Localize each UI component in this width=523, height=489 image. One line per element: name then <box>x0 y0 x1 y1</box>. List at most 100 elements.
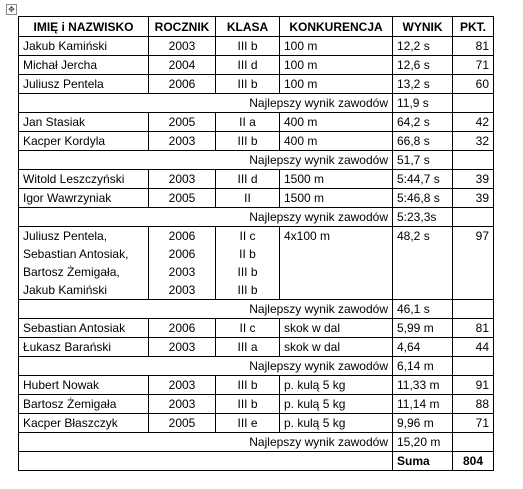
athlete-name: Kacper Błaszczyk <box>18 413 149 433</box>
event-name: 400 m <box>279 131 393 151</box>
school-class: II <box>215 188 280 208</box>
best-result-points-empty <box>452 356 494 376</box>
best-result-value: 15,20 m <box>392 432 453 452</box>
total-row: Suma 804 <box>18 451 494 471</box>
header-event: KONKURENCJA <box>279 16 393 37</box>
best-result-value: 5:23,3s <box>392 207 453 227</box>
relay-years: 2006 2006 2003 2003 <box>148 226 216 300</box>
result-value: 9,96 m <box>392 413 453 433</box>
relay-classes: II c II b III b III b <box>215 226 280 300</box>
event-name: 1500 m <box>279 169 393 189</box>
relay-row: Juliusz Pentela, Sebastian Antosiak, Barto… <box>18 226 494 300</box>
athlete-name: Jan Stasiak <box>18 112 149 132</box>
athlete-name: Igor Wawrzyniak <box>18 188 149 208</box>
table-row: Jakub Kamiński 2003 III b 100 m 12,2 s 81 <box>18 36 494 56</box>
table-row: Kacper Kordyla 2003 III b 400 m 66,8 s 32 <box>18 131 494 151</box>
athlete-name: Witold Leszczyński <box>18 169 149 189</box>
best-result-label: Najlepszy wynik zawodów <box>18 207 393 227</box>
relay-athlete-name: Juliusz Pentela, <box>23 229 108 243</box>
best-result-row: Najlepszy wynik zawodów 15,20 m <box>18 432 494 452</box>
birth-year: 2006 <box>148 318 216 338</box>
best-result-value: 6,14 m <box>392 356 453 376</box>
header-result: WYNIK <box>392 16 453 37</box>
best-result-label: Najlepszy wynik zawodów <box>18 356 393 376</box>
school-class: III d <box>215 169 280 189</box>
school-class: III a <box>215 337 280 357</box>
result-value: 5:46,8 s <box>392 188 453 208</box>
total-value: 804 <box>452 451 494 471</box>
best-result-points-empty <box>452 432 494 452</box>
birth-year: 2003 <box>148 131 216 151</box>
result-value: 5,99 m <box>392 318 453 338</box>
school-class: III e <box>215 413 280 433</box>
relay-athlete-name: Bartosz Żemigała, <box>23 265 120 279</box>
points-value: 81 <box>452 318 494 338</box>
school-class: III b <box>215 375 280 395</box>
header-points: PKT. <box>452 16 494 37</box>
athlete-name: Michał Jercha <box>18 55 149 75</box>
event-name: 100 m <box>279 55 393 75</box>
athlete-name: Juliusz Pentela <box>18 74 149 94</box>
best-result-points-empty <box>452 207 494 227</box>
event-name: skok w dal <box>279 318 393 338</box>
event-name: skok w dal <box>279 337 393 357</box>
result-value: 11,33 m <box>392 375 453 395</box>
relay-athlete-name: Sebastian Antosiak, <box>23 247 129 261</box>
birth-year: 2006 <box>148 74 216 94</box>
table-row: Łukasz Barański 2003 III a skok w dal 4,64 44 <box>18 337 494 357</box>
relay-school-class: II c <box>239 229 256 243</box>
event-name: 100 m <box>279 36 393 56</box>
event-name: 100 m <box>279 74 393 94</box>
best-result-value: 51,7 s <box>392 150 453 170</box>
points-value: 44 <box>452 337 494 357</box>
athlete-name: Bartosz Żemigała <box>18 394 149 414</box>
points-value: 88 <box>452 394 494 414</box>
result-value: 66,8 s <box>392 131 453 151</box>
table-row: Juliusz Pentela 2006 III b 100 m 13,2 s 60 <box>18 74 494 94</box>
best-result-row: Najlepszy wynik zawodów 5:23,3s <box>18 207 494 227</box>
table-row: Sebastian Antosiak 2006 II c skok w dal 5,99… <box>18 318 494 338</box>
relay-birth-year: 2003 <box>168 265 196 279</box>
event-name: p. kulą 5 kg <box>279 394 393 414</box>
birth-year: 2005 <box>148 188 216 208</box>
result-value: 11,14 m <box>392 394 453 414</box>
athlete-name: Łukasz Barański <box>18 337 149 357</box>
relay-school-class: III b <box>237 265 258 279</box>
birth-year: 2005 <box>148 112 216 132</box>
birth-year: 2005 <box>148 413 216 433</box>
result-value: 12,6 s <box>392 55 453 75</box>
best-result-points-empty <box>452 93 494 113</box>
total-blank <box>18 451 393 471</box>
result-value: 4,64 <box>392 337 453 357</box>
best-result-row: Najlepszy wynik zawodów 51,7 s <box>18 150 494 170</box>
school-class: II c <box>215 318 280 338</box>
best-result-points-empty <box>452 150 494 170</box>
relay-birth-year: 2003 <box>168 283 196 297</box>
athlete-name: Kacper Kordyla <box>18 131 149 151</box>
results-table: IMIĘ i NAZWISKO ROCZNIK KLASA KONKURENCJ… <box>18 16 494 471</box>
points-value: 42 <box>452 112 494 132</box>
total-label: Suma <box>392 451 453 471</box>
birth-year: 2003 <box>148 394 216 414</box>
table-move-handle-icon[interactable]: ✥ <box>6 4 17 15</box>
school-class: III d <box>215 55 280 75</box>
school-class: III b <box>215 131 280 151</box>
school-class: III b <box>215 394 280 414</box>
result-value: 48,2 s <box>392 226 453 300</box>
school-class: III b <box>215 74 280 94</box>
relay-names: Juliusz Pentela, Sebastian Antosiak, Barto… <box>18 226 149 300</box>
relay-birth-year: 2006 <box>168 229 196 243</box>
table-row: Michał Jercha 2004 III d 100 m 12,6 s 71 <box>18 55 494 75</box>
result-value: 13,2 s <box>392 74 453 94</box>
best-result-label: Najlepszy wynik zawodów <box>18 432 393 452</box>
header-row: IMIĘ i NAZWISKO ROCZNIK KLASA KONKURENCJ… <box>18 16 494 37</box>
table-body: Jakub Kamiński 2003 III b 100 m 12,2 s 81 Mich… <box>18 36 494 471</box>
best-result-label: Najlepszy wynik zawodów <box>18 93 393 113</box>
best-result-points-empty <box>452 299 494 319</box>
table-row: Jan Stasiak 2005 II a 400 m 64,2 s 42 <box>18 112 494 132</box>
event-name: 4x100 m <box>279 226 393 300</box>
table-row: Witold Leszczyński 2003 III d 1500 m 5:44,7 … <box>18 169 494 189</box>
best-result-value: 11,9 s <box>392 93 453 113</box>
result-value: 12,2 s <box>392 36 453 56</box>
